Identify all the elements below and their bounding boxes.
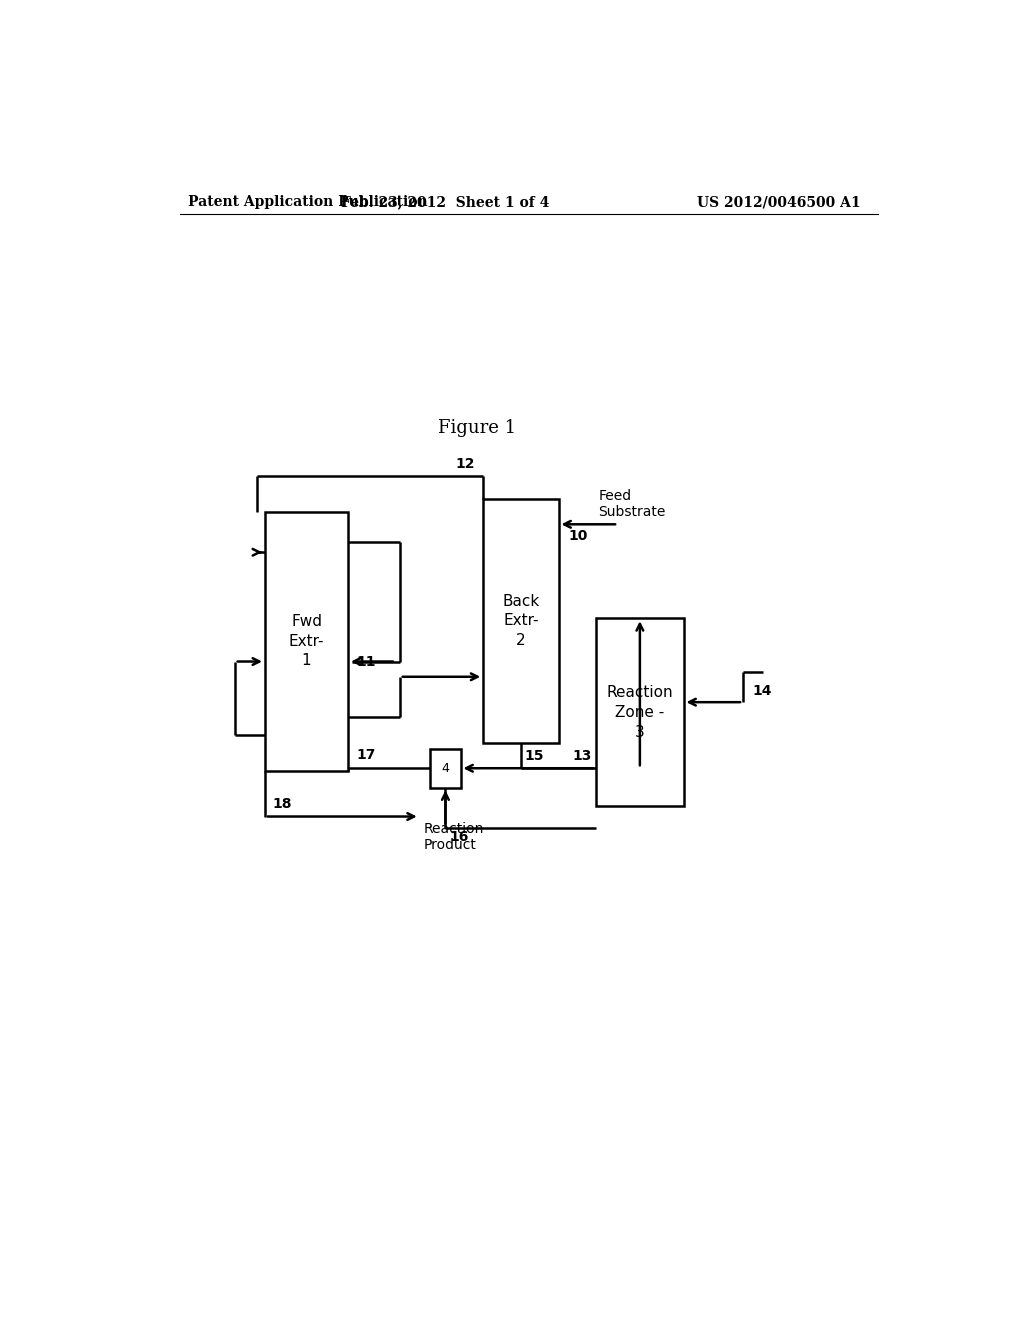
Text: 17: 17: [356, 748, 376, 762]
Text: Back
Extr-
2: Back Extr- 2: [502, 594, 540, 648]
Text: Fwd
Extr-
1: Fwd Extr- 1: [289, 614, 325, 668]
Bar: [430, 748, 461, 788]
Text: Figure 1: Figure 1: [438, 418, 516, 437]
Text: 15: 15: [524, 750, 544, 763]
Text: 14: 14: [753, 684, 772, 698]
Text: 4: 4: [441, 762, 450, 775]
Text: 18: 18: [272, 797, 292, 812]
Text: Feb. 23, 2012  Sheet 1 of 4: Feb. 23, 2012 Sheet 1 of 4: [341, 195, 550, 209]
Bar: [265, 512, 348, 771]
Text: 16: 16: [450, 830, 469, 845]
Bar: [483, 499, 558, 743]
Text: 12: 12: [456, 457, 475, 471]
Text: Reaction
Zone -
3: Reaction Zone - 3: [606, 685, 673, 739]
Text: 11: 11: [356, 655, 376, 669]
Text: Patent Application Publication: Patent Application Publication: [187, 195, 427, 209]
Text: US 2012/0046500 A1: US 2012/0046500 A1: [697, 195, 860, 209]
Text: Feed
Substrate: Feed Substrate: [598, 488, 666, 519]
Text: Reaction
Product: Reaction Product: [424, 821, 484, 851]
Text: 10: 10: [568, 529, 588, 544]
Text: 13: 13: [572, 750, 592, 763]
Bar: [596, 618, 684, 807]
